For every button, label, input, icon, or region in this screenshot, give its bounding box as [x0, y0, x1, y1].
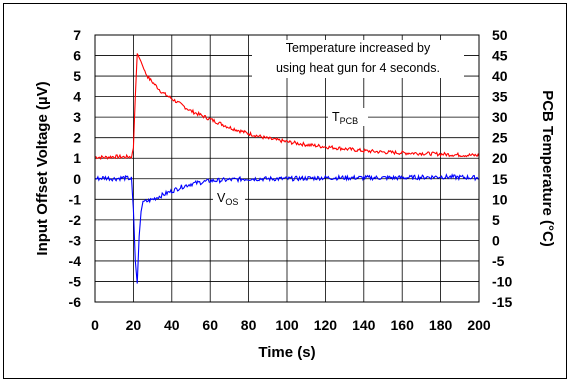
plot-area-border [94, 34, 480, 303]
y-right-tick-label: 30 [492, 109, 508, 125]
y-left-tick-label: 3 [73, 109, 81, 125]
y-left-tick-label: 4 [73, 89, 81, 105]
y-left-tick-label: 6 [73, 48, 81, 64]
y-right-tick-label: 45 [492, 48, 508, 64]
y-right-tick-label: 35 [492, 89, 508, 105]
y-right-tick-label: 25 [492, 130, 508, 146]
x-tick-label: 180 [429, 317, 453, 333]
x-tick-label: 120 [314, 317, 338, 333]
y-right-tick-label: 20 [492, 150, 508, 166]
x-tick-label: 20 [126, 317, 142, 333]
annotation-line-1: Temperature increased by [286, 41, 431, 55]
annotation-line-2: using heat gun for 4 seconds. [276, 61, 440, 75]
x-tick-label: 0 [91, 317, 99, 333]
y-axis-left-label: Input Offset Voltage (µV) [34, 81, 51, 255]
y-left-tick-label: 0 [73, 171, 81, 187]
y-left-tick-label: -1 [69, 191, 82, 207]
y-left-tick-label: 1 [73, 150, 81, 166]
series-line-os [94, 173, 480, 284]
series-line-pcb [94, 53, 480, 161]
series-lines [94, 53, 480, 284]
y-right-tick-label: 50 [492, 27, 508, 43]
y-right-tick-label: -15 [492, 294, 512, 310]
y-right-tick-label: 40 [492, 68, 508, 84]
y-left-tick-label: -5 [69, 273, 82, 289]
y-right-tick-label: 10 [492, 191, 508, 207]
series-label-vos-sub: OS [225, 197, 238, 207]
y-axis-right-label: PCB Temperature (°C) [539, 90, 556, 247]
x-tick-label: 60 [202, 317, 218, 333]
series-label-vos-main: V [217, 191, 226, 205]
x-tick-label: 80 [241, 317, 257, 333]
y-left-tick-label: 5 [73, 68, 81, 84]
y-right-tick-label: 5 [492, 212, 500, 228]
x-tick-label: 160 [391, 317, 415, 333]
series-label-vos: VOS [217, 191, 238, 207]
series-label-tpcb-sub: PCB [340, 116, 359, 126]
y-right-tick-label: -5 [492, 253, 505, 269]
y-right-tick-label: -10 [492, 273, 512, 289]
x-tick-label: 40 [164, 317, 180, 333]
x-tick-label: 140 [352, 317, 376, 333]
y-left-tick-label: 2 [73, 130, 81, 146]
y-left-tick-label: 7 [73, 27, 81, 43]
series-label-tpcb-main: T [332, 110, 340, 124]
x-tick-labels: 0 20 40 60 80 100 120 140 160 180 200 [91, 317, 491, 333]
y-right-tick-label: 15 [492, 171, 508, 187]
y-left-tick-labels: 7 6 5 4 3 2 1 0 -1 -2 -3 -4 -5 -6 [69, 27, 82, 310]
x-tick-label: 100 [275, 317, 299, 333]
series-label-tpcb: TPCB [332, 110, 358, 126]
y-right-tick-label: 0 [492, 232, 500, 248]
annotation-background [252, 40, 464, 78]
x-tick-label: 200 [467, 317, 491, 333]
vos-label-background [213, 189, 245, 207]
tpcb-label-background [328, 108, 368, 126]
x-axis-label: Time (s) [258, 344, 315, 361]
y-left-tick-label: -2 [69, 212, 82, 228]
y-left-tick-label: -6 [69, 294, 82, 310]
y-left-tick-label: -4 [69, 253, 82, 269]
y-left-tick-label: -3 [69, 232, 82, 248]
